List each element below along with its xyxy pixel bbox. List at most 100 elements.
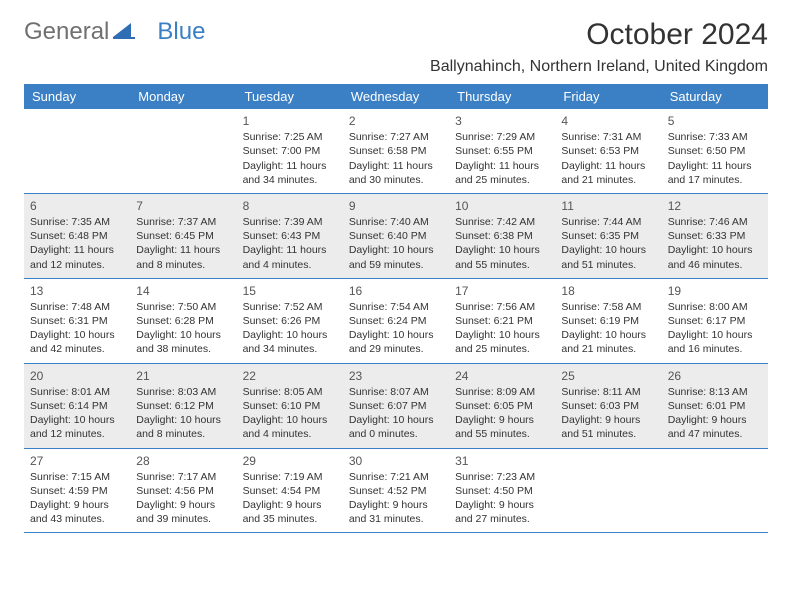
calendar-cell: 3Sunrise: 7:29 AMSunset: 6:55 PMDaylight… — [449, 109, 555, 193]
day-number: 12 — [668, 196, 762, 215]
day-number: 20 — [30, 366, 124, 385]
sunset-text: Sunset: 6:19 PM — [561, 314, 655, 328]
sunrise-text: Sunrise: 7:29 AM — [455, 130, 549, 144]
sunset-text: Sunset: 6:55 PM — [455, 144, 549, 158]
calendar-cell: 17Sunrise: 7:56 AMSunset: 6:21 PMDayligh… — [449, 279, 555, 363]
calendar-cell: 12Sunrise: 7:46 AMSunset: 6:33 PMDayligh… — [662, 194, 768, 278]
sunset-text: Sunset: 7:00 PM — [243, 144, 337, 158]
sunrise-text: Sunrise: 8:00 AM — [668, 300, 762, 314]
sunset-text: Sunset: 6:45 PM — [136, 229, 230, 243]
month-title: October 2024 — [430, 18, 768, 52]
calendar-cell: 20Sunrise: 8:01 AMSunset: 6:14 PMDayligh… — [24, 364, 130, 448]
calendar-cell: 8Sunrise: 7:39 AMSunset: 6:43 PMDaylight… — [237, 194, 343, 278]
sunset-text: Sunset: 6:10 PM — [243, 399, 337, 413]
sunset-text: Sunset: 6:40 PM — [349, 229, 443, 243]
day-number: 24 — [455, 366, 549, 385]
daylight-text: Daylight: 10 hours and 29 minutes. — [349, 328, 443, 356]
calendar-cell: 2Sunrise: 7:27 AMSunset: 6:58 PMDaylight… — [343, 109, 449, 193]
daylight-text: Daylight: 10 hours and 4 minutes. — [243, 413, 337, 441]
sunrise-text: Sunrise: 7:50 AM — [136, 300, 230, 314]
daylight-text: Daylight: 10 hours and 59 minutes. — [349, 243, 443, 271]
daylight-text: Daylight: 10 hours and 55 minutes. — [455, 243, 549, 271]
brand-blue: Blue — [157, 18, 205, 46]
calendar-cell: 31Sunrise: 7:23 AMSunset: 4:50 PMDayligh… — [449, 449, 555, 533]
sunset-text: Sunset: 6:17 PM — [668, 314, 762, 328]
sunset-text: Sunset: 6:07 PM — [349, 399, 443, 413]
day-header: Thursday — [449, 84, 555, 109]
day-number: 4 — [561, 111, 655, 130]
calendar-cell — [555, 449, 661, 533]
calendar-cell — [130, 109, 236, 193]
day-header: Friday — [555, 84, 661, 109]
sunrise-text: Sunrise: 8:05 AM — [243, 385, 337, 399]
day-number: 26 — [668, 366, 762, 385]
calendar-cell: 16Sunrise: 7:54 AMSunset: 6:24 PMDayligh… — [343, 279, 449, 363]
calendar-cell — [662, 449, 768, 533]
day-number: 31 — [455, 451, 549, 470]
day-number: 2 — [349, 111, 443, 130]
daylight-text: Daylight: 11 hours and 4 minutes. — [243, 243, 337, 271]
day-number: 17 — [455, 281, 549, 300]
brand-logo: General Blue — [24, 18, 205, 46]
day-header: Wednesday — [343, 84, 449, 109]
sunset-text: Sunset: 4:52 PM — [349, 484, 443, 498]
daylight-text: Daylight: 10 hours and 16 minutes. — [668, 328, 762, 356]
calendar-cell: 14Sunrise: 7:50 AMSunset: 6:28 PMDayligh… — [130, 279, 236, 363]
calendar-cell: 30Sunrise: 7:21 AMSunset: 4:52 PMDayligh… — [343, 449, 449, 533]
day-number: 22 — [243, 366, 337, 385]
sunrise-text: Sunrise: 7:17 AM — [136, 470, 230, 484]
sunset-text: Sunset: 6:31 PM — [30, 314, 124, 328]
sunrise-text: Sunrise: 7:40 AM — [349, 215, 443, 229]
daylight-text: Daylight: 11 hours and 21 minutes. — [561, 159, 655, 187]
sunrise-text: Sunrise: 7:56 AM — [455, 300, 549, 314]
header: General Blue October 2024 Ballynahinch, … — [24, 18, 768, 76]
daylight-text: Daylight: 11 hours and 12 minutes. — [30, 243, 124, 271]
calendar-cell: 5Sunrise: 7:33 AMSunset: 6:50 PMDaylight… — [662, 109, 768, 193]
day-number: 11 — [561, 196, 655, 215]
sunrise-text: Sunrise: 7:37 AM — [136, 215, 230, 229]
brand-gray: General — [24, 18, 109, 46]
location-text: Ballynahinch, Northern Ireland, United K… — [430, 58, 768, 76]
sunrise-text: Sunrise: 7:46 AM — [668, 215, 762, 229]
sunset-text: Sunset: 6:12 PM — [136, 399, 230, 413]
sunrise-text: Sunrise: 7:58 AM — [561, 300, 655, 314]
sunrise-text: Sunrise: 7:42 AM — [455, 215, 549, 229]
daylight-text: Daylight: 10 hours and 8 minutes. — [136, 413, 230, 441]
calendar-cell: 1Sunrise: 7:25 AMSunset: 7:00 PMDaylight… — [237, 109, 343, 193]
daylight-text: Daylight: 11 hours and 8 minutes. — [136, 243, 230, 271]
calendar-cell: 18Sunrise: 7:58 AMSunset: 6:19 PMDayligh… — [555, 279, 661, 363]
day-number: 23 — [349, 366, 443, 385]
sunrise-text: Sunrise: 7:31 AM — [561, 130, 655, 144]
daylight-text: Daylight: 10 hours and 51 minutes. — [561, 243, 655, 271]
calendar-cell: 23Sunrise: 8:07 AMSunset: 6:07 PMDayligh… — [343, 364, 449, 448]
calendar-row: 27Sunrise: 7:15 AMSunset: 4:59 PMDayligh… — [24, 449, 768, 534]
daylight-text: Daylight: 9 hours and 39 minutes. — [136, 498, 230, 526]
sunset-text: Sunset: 6:21 PM — [455, 314, 549, 328]
day-number: 21 — [136, 366, 230, 385]
day-header: Monday — [130, 84, 236, 109]
sunset-text: Sunset: 6:14 PM — [30, 399, 124, 413]
sunset-text: Sunset: 6:05 PM — [455, 399, 549, 413]
daylight-text: Daylight: 10 hours and 46 minutes. — [668, 243, 762, 271]
sunrise-text: Sunrise: 8:13 AM — [668, 385, 762, 399]
sunrise-text: Sunrise: 8:03 AM — [136, 385, 230, 399]
day-number: 30 — [349, 451, 443, 470]
calendar-cell: 6Sunrise: 7:35 AMSunset: 6:48 PMDaylight… — [24, 194, 130, 278]
daylight-text: Daylight: 9 hours and 35 minutes. — [243, 498, 337, 526]
sunrise-text: Sunrise: 7:21 AM — [349, 470, 443, 484]
sunset-text: Sunset: 6:50 PM — [668, 144, 762, 158]
daylight-text: Daylight: 10 hours and 21 minutes. — [561, 328, 655, 356]
calendar-cell: 26Sunrise: 8:13 AMSunset: 6:01 PMDayligh… — [662, 364, 768, 448]
sunrise-text: Sunrise: 7:54 AM — [349, 300, 443, 314]
daylight-text: Daylight: 11 hours and 25 minutes. — [455, 159, 549, 187]
daylight-text: Daylight: 10 hours and 25 minutes. — [455, 328, 549, 356]
calendar-cell: 7Sunrise: 7:37 AMSunset: 6:45 PMDaylight… — [130, 194, 236, 278]
calendar-cell: 9Sunrise: 7:40 AMSunset: 6:40 PMDaylight… — [343, 194, 449, 278]
daylight-text: Daylight: 11 hours and 34 minutes. — [243, 159, 337, 187]
day-number: 14 — [136, 281, 230, 300]
sunset-text: Sunset: 6:24 PM — [349, 314, 443, 328]
day-number: 13 — [30, 281, 124, 300]
calendar-cell: 22Sunrise: 8:05 AMSunset: 6:10 PMDayligh… — [237, 364, 343, 448]
sunset-text: Sunset: 4:54 PM — [243, 484, 337, 498]
sunset-text: Sunset: 6:43 PM — [243, 229, 337, 243]
